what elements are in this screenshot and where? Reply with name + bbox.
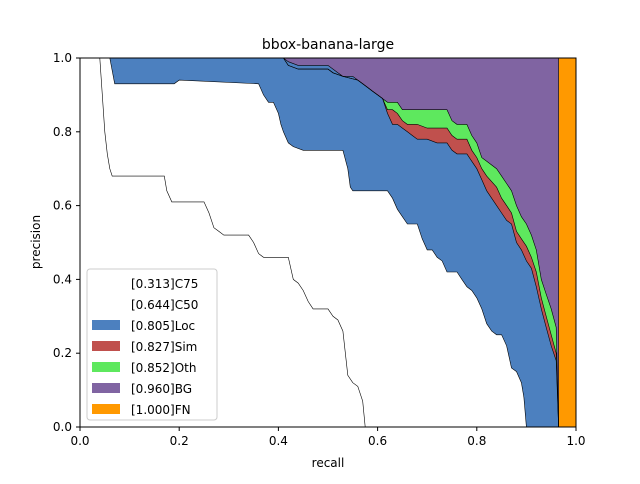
legend-swatch-sim [92, 341, 120, 351]
curve-oth [80, 57, 576, 428]
x-tick-label: 0.4 [269, 434, 288, 448]
legend-label-bg: [0.960]BG [131, 382, 192, 396]
legend-swatch-bg [92, 383, 120, 393]
legend-swatch-oth [92, 362, 120, 372]
y-tick-label: 0.4 [53, 272, 72, 286]
y-tick-label: 0.6 [53, 199, 72, 213]
y-axis: 0.0 0.2 0.4 0.6 0.8 1.0 [53, 51, 80, 434]
legend-label-oth: [0.852]Oth [131, 361, 196, 375]
x-tick-label: 0.0 [70, 434, 89, 448]
legend-label-c75: [0.313]C75 [131, 277, 198, 291]
y-tick-label: 0.2 [53, 346, 72, 360]
x-tick-label: 1.0 [566, 434, 585, 448]
legend-label-loc: [0.805]Loc [131, 319, 195, 333]
legend-swatch-c50 [92, 299, 120, 309]
x-axis: 0.0 0.2 0.4 0.6 0.8 1.0 [70, 427, 586, 448]
legend-swatch-loc [92, 320, 120, 330]
y-axis-label: precision [29, 215, 43, 269]
x-tick-label: 0.2 [170, 434, 189, 448]
legend-label-fn: [1.000]FN [131, 403, 191, 417]
legend-label-c50: [0.644]C50 [131, 298, 198, 312]
y-tick-label: 0.0 [53, 420, 72, 434]
axes-frame [79, 57, 577, 428]
x-tick-label: 0.8 [467, 434, 486, 448]
y-tick-label: 1.0 [53, 51, 72, 65]
legend-swatch-fn [92, 404, 120, 414]
x-tick-label: 0.6 [368, 434, 387, 448]
legend: [0.313]C75 [0.644]C50 [0.805]Loc [0.827]Sim… [86, 268, 218, 421]
legend-label-sim: [0.827]Sim [131, 340, 197, 354]
plot-lines [80, 57, 577, 428]
chart-title: bbox-banana-large [262, 37, 394, 53]
curve-loc [80, 57, 576, 428]
curve-c50 [80, 57, 576, 428]
curve-c75 [80, 57, 576, 428]
y-tick-label: 0.8 [53, 125, 72, 139]
legend-swatch-c75 [92, 278, 120, 288]
x-axis-label: recall [312, 456, 345, 470]
